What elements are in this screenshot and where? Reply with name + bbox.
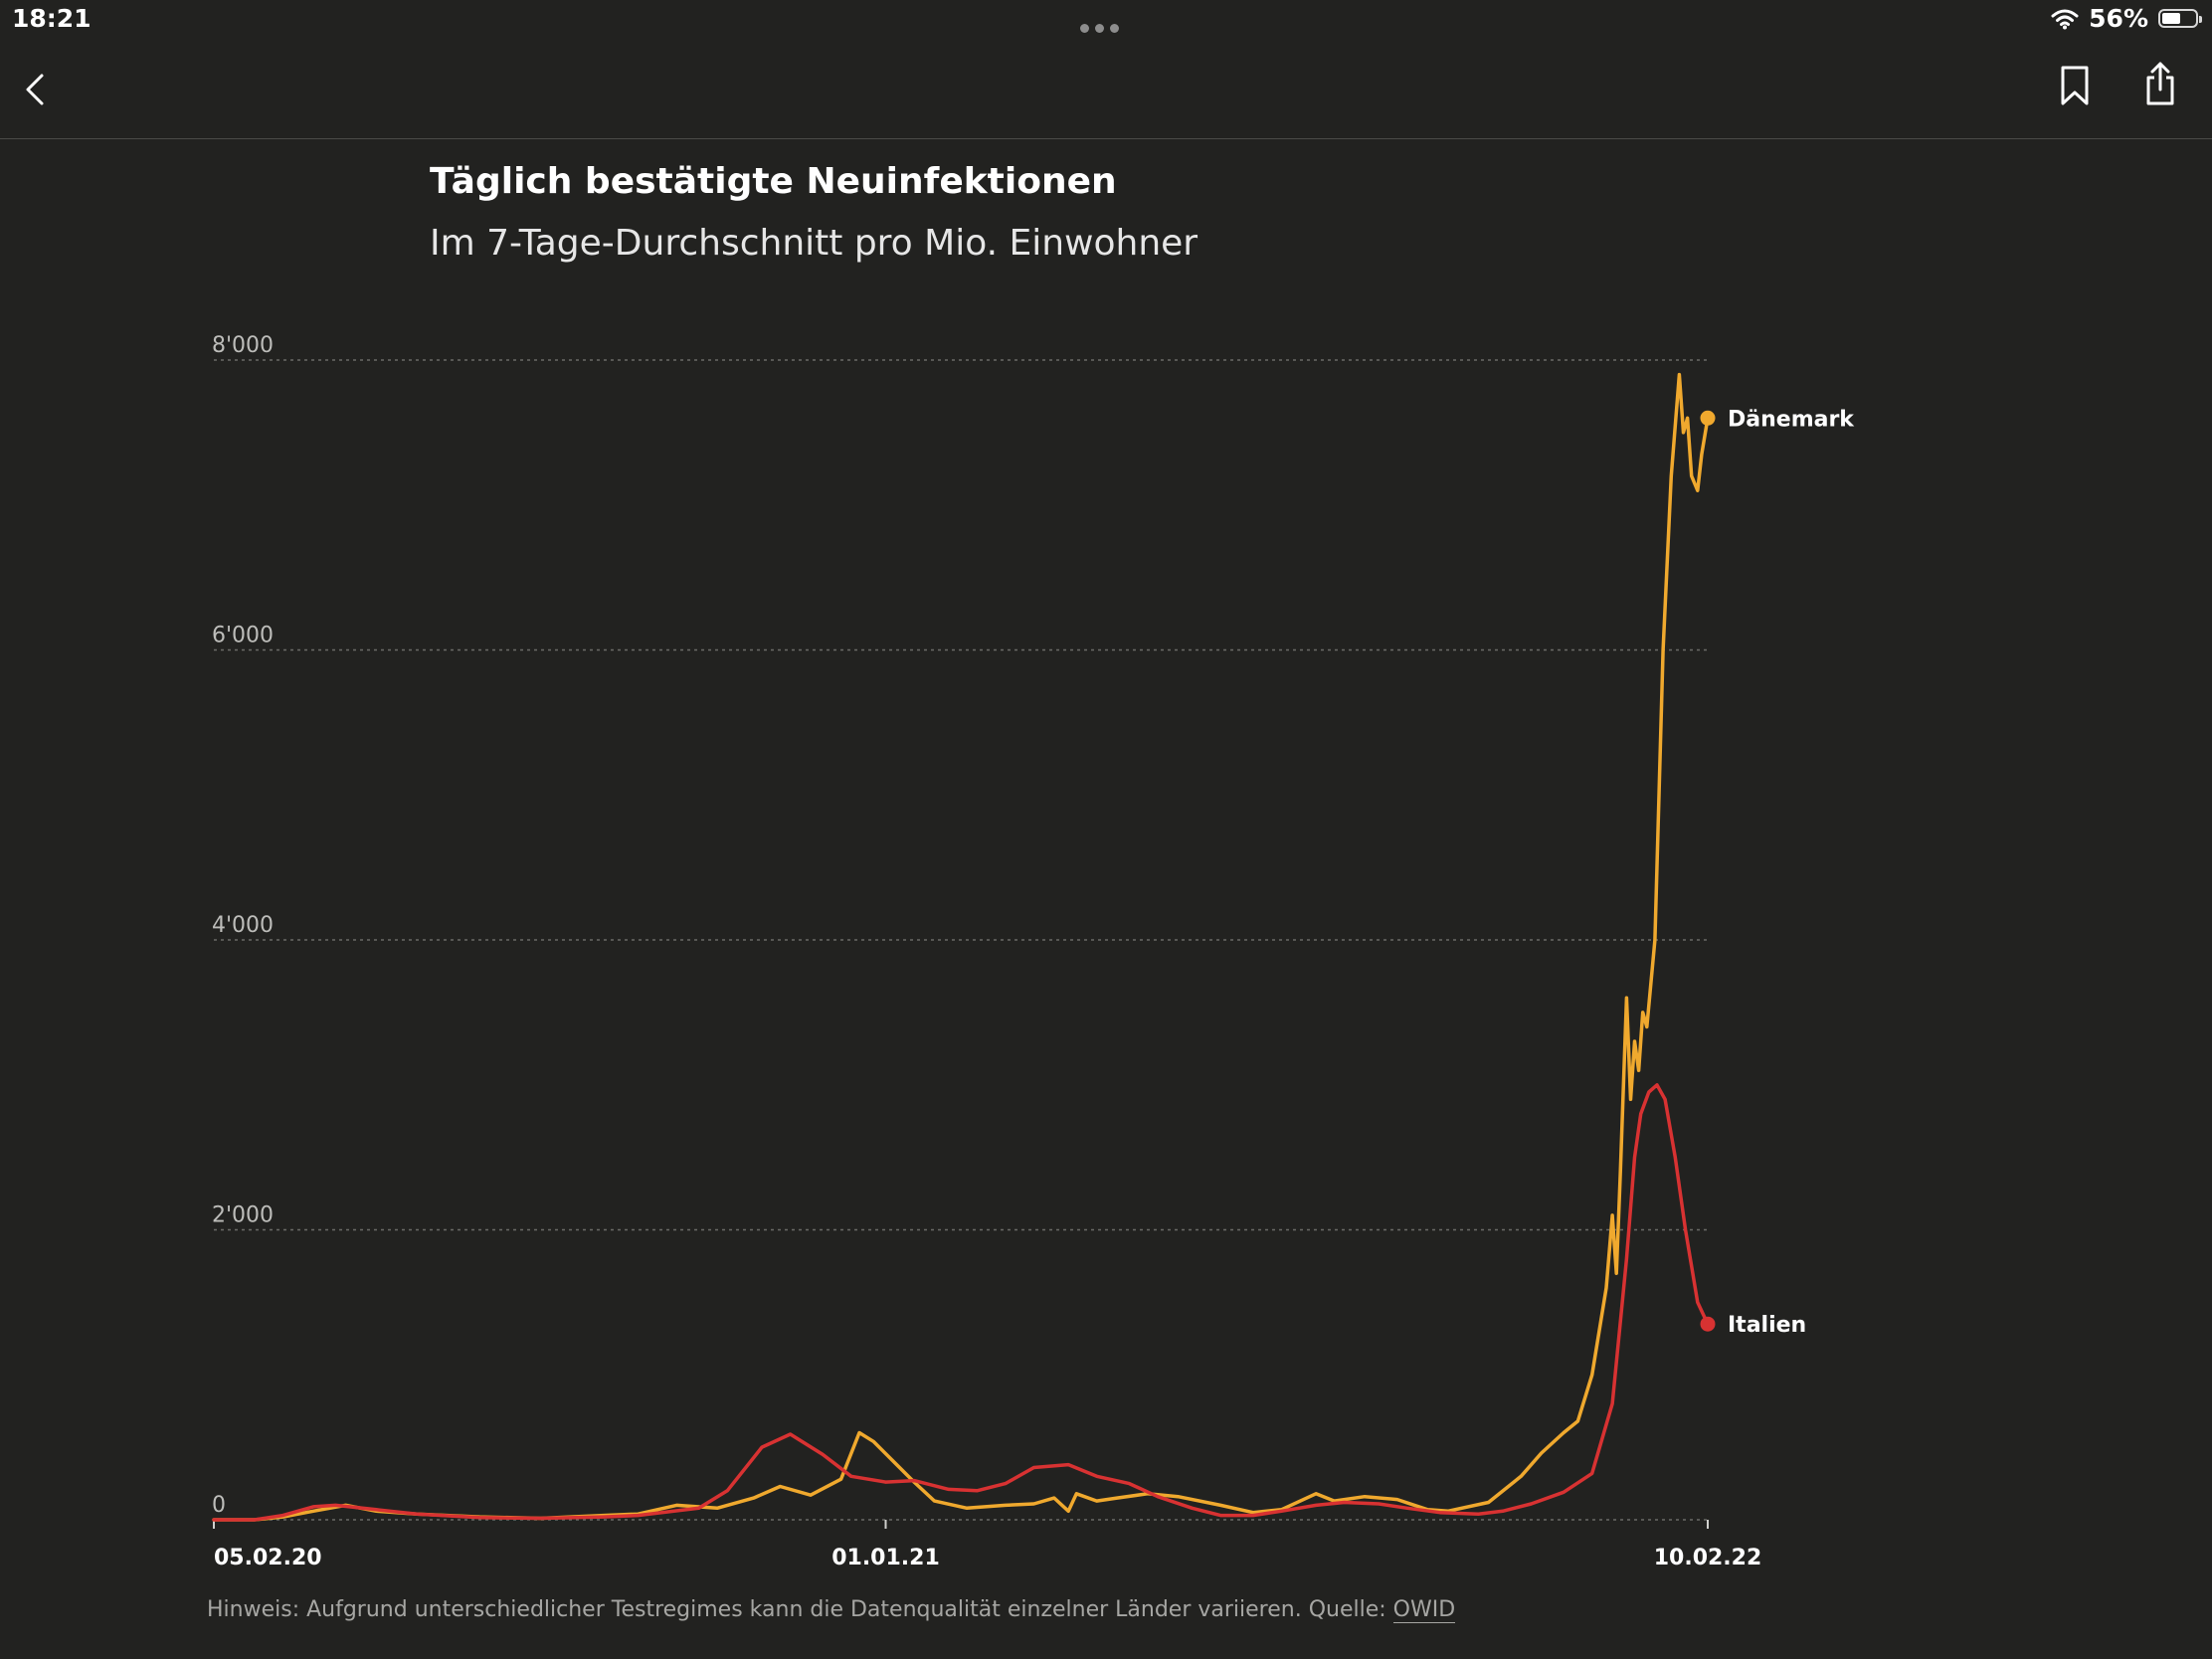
series-label-italien: Italien — [1728, 1313, 1806, 1338]
bookmark-icon — [2061, 66, 2089, 105]
share-icon — [2146, 62, 2174, 105]
series-line-daenemark — [212, 372, 1710, 1522]
chart-title: Täglich bestätigte Neuinfektionen — [430, 161, 1117, 202]
footnote: Hinweis: Aufgrund unterschiedlicher Test… — [207, 1597, 1456, 1623]
nav-bar — [0, 40, 2212, 139]
x-tick-label: 05.02.20 — [214, 1546, 322, 1570]
back-button[interactable] — [18, 70, 54, 109]
footnote-text: Hinweis: Aufgrund unterschiedlicher Test… — [207, 1597, 1386, 1622]
x-tick-label: 10.02.22 — [1654, 1546, 1762, 1570]
battery-icon — [2158, 9, 2202, 28]
y-tick-label: 0 — [212, 1493, 226, 1518]
y-tick-label: 2'000 — [212, 1203, 274, 1228]
series-end-dot-daenemark — [1700, 410, 1716, 426]
battery-percentage: 56% — [2089, 4, 2148, 33]
y-tick-label: 6'000 — [212, 624, 274, 648]
x-tick-label: 01.01.21 — [831, 1546, 940, 1570]
chart-subtitle: Im 7-Tage-Durchschnitt pro Mio. Einwohne… — [430, 223, 1198, 264]
wifi-icon — [2051, 9, 2079, 29]
series-label-daenemark: Dänemark — [1728, 407, 1855, 432]
y-tick-label: 8'000 — [212, 333, 274, 358]
bookmark-button[interactable] — [2057, 64, 2093, 107]
multitasking-dots-icon[interactable] — [1080, 18, 1125, 37]
share-button[interactable] — [2140, 60, 2180, 107]
source-link[interactable]: OWID — [1392, 1597, 1456, 1623]
series-line-italien — [212, 1083, 1710, 1522]
series-end-dot-italien — [1700, 1316, 1716, 1332]
chevron-left-icon — [26, 74, 44, 105]
y-tick-label: 4'000 — [212, 913, 274, 938]
status-bar: 18:21 56% — [0, 0, 2212, 40]
status-indicators: 56% — [2051, 4, 2202, 33]
status-time: 18:21 — [12, 4, 92, 33]
